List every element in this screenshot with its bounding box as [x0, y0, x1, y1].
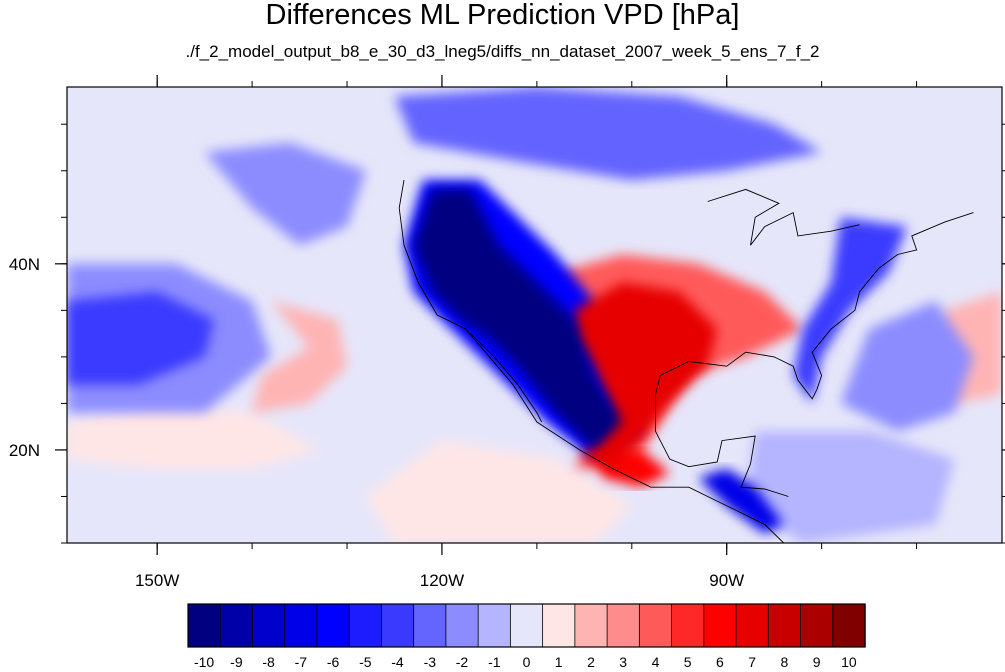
- colorbar-label: -2: [456, 654, 469, 670]
- map-area: [66, 86, 1003, 544]
- colorbar-swatch: [800, 603, 834, 648]
- colorbar-label: 7: [748, 654, 756, 670]
- chart-subtitle: ./f_2_model_output_b8_e_30_d3_lneg5/diff…: [185, 42, 820, 61]
- region-pacific-northern-weak-negative: [204, 142, 366, 246]
- colorbar-swatch: [509, 603, 544, 648]
- colorbar-swatch: [638, 603, 673, 648]
- colorbar-label: -8: [262, 654, 275, 670]
- colorbar-label: -9: [230, 654, 243, 670]
- colorbar-label: 10: [841, 654, 857, 670]
- map-frame: [66, 86, 1003, 544]
- y-tick-label: 40N: [9, 255, 40, 274]
- colorbar-label: 5: [684, 654, 692, 670]
- colorbar-swatch: [703, 603, 737, 648]
- colorbar-swatch: [574, 603, 608, 648]
- colorbar-swatch: [832, 603, 866, 648]
- colorbar-frame: [187, 603, 866, 648]
- region-eastern-pacific-positive: [366, 440, 632, 543]
- colorbar-label: 6: [716, 654, 724, 670]
- region-pacific-central-positive: [252, 301, 347, 413]
- x-tick-label: 150W: [135, 571, 179, 590]
- colorbar: -10 -9 -8 -7 -6 -5 -4 -3 -2 -1 0 1 2 3 4 5 6 7 8 9 10: [187, 603, 866, 670]
- difference-field: [67, 87, 1002, 543]
- region-east-coast-negative: [793, 217, 908, 404]
- colorbar-label: -3: [424, 654, 437, 670]
- colorbar-label: 3: [619, 654, 627, 670]
- colorbar-label: -1: [488, 654, 501, 670]
- colorbar-label: -7: [295, 654, 308, 670]
- coastline-great-lakes: [707, 188, 860, 246]
- coastlines: [398, 180, 974, 543]
- colorbar-swatch: [187, 603, 221, 648]
- colorbar-label: -4: [391, 654, 404, 670]
- coastline-mexico-gulf-coast: [655, 394, 789, 497]
- region-atlantic-negative: [840, 301, 974, 432]
- colorbar-label: 8: [781, 654, 789, 670]
- colorbar-swatch: [767, 603, 802, 648]
- colorbar-label: -6: [327, 654, 340, 670]
- colorbar-swatch: [477, 603, 512, 648]
- colorbar-swatch: [252, 603, 286, 648]
- colorbar-label: -10: [194, 654, 214, 670]
- coastline-north-america-west-coast: [398, 180, 785, 543]
- colorbar-swatch: [348, 603, 383, 648]
- colorbar-swatch: [381, 603, 415, 648]
- colorbar-label: 2: [587, 654, 595, 670]
- colorbar-label: 4: [652, 654, 660, 670]
- region-canada-negative: [394, 87, 822, 181]
- y-tick-label: 20N: [9, 441, 40, 460]
- region-pacific-subtropical-negative: [67, 291, 215, 385]
- x-tick-label: 90W: [709, 571, 744, 590]
- map-axes: 150W 120W 90W 40N 20N: [9, 75, 1005, 590]
- colorbar-label: 1: [555, 654, 563, 670]
- colorbar-swatch: [413, 603, 447, 648]
- colorbar-swatch: [542, 603, 576, 648]
- coastline-baja-california: [470, 333, 543, 423]
- region-pacific-western-weak-positive: [67, 403, 319, 469]
- colorbar-label: -5: [359, 654, 372, 670]
- colorbar-swatch: [735, 603, 769, 648]
- coastline-gulf-coast: [655, 212, 974, 400]
- colorbar-label: 0: [523, 654, 531, 670]
- colorbar-swatch: [671, 603, 705, 648]
- colorbar-swatch: [316, 603, 350, 648]
- colorbar-swatch: [284, 603, 318, 648]
- x-tick-label: 120W: [420, 571, 464, 590]
- colorbar-swatch: [445, 603, 479, 648]
- region-central-america-negative: [698, 468, 784, 534]
- colorbar-swatch: [219, 603, 254, 648]
- region-western-us-mexico-negative: [413, 189, 623, 450]
- colorbar-swatch: [606, 603, 641, 648]
- colorbar-label: 9: [813, 654, 821, 670]
- chart-title: Differences ML Prediction VPD [hPa]: [265, 0, 740, 31]
- region-caribbean-weak-negative: [745, 431, 955, 543]
